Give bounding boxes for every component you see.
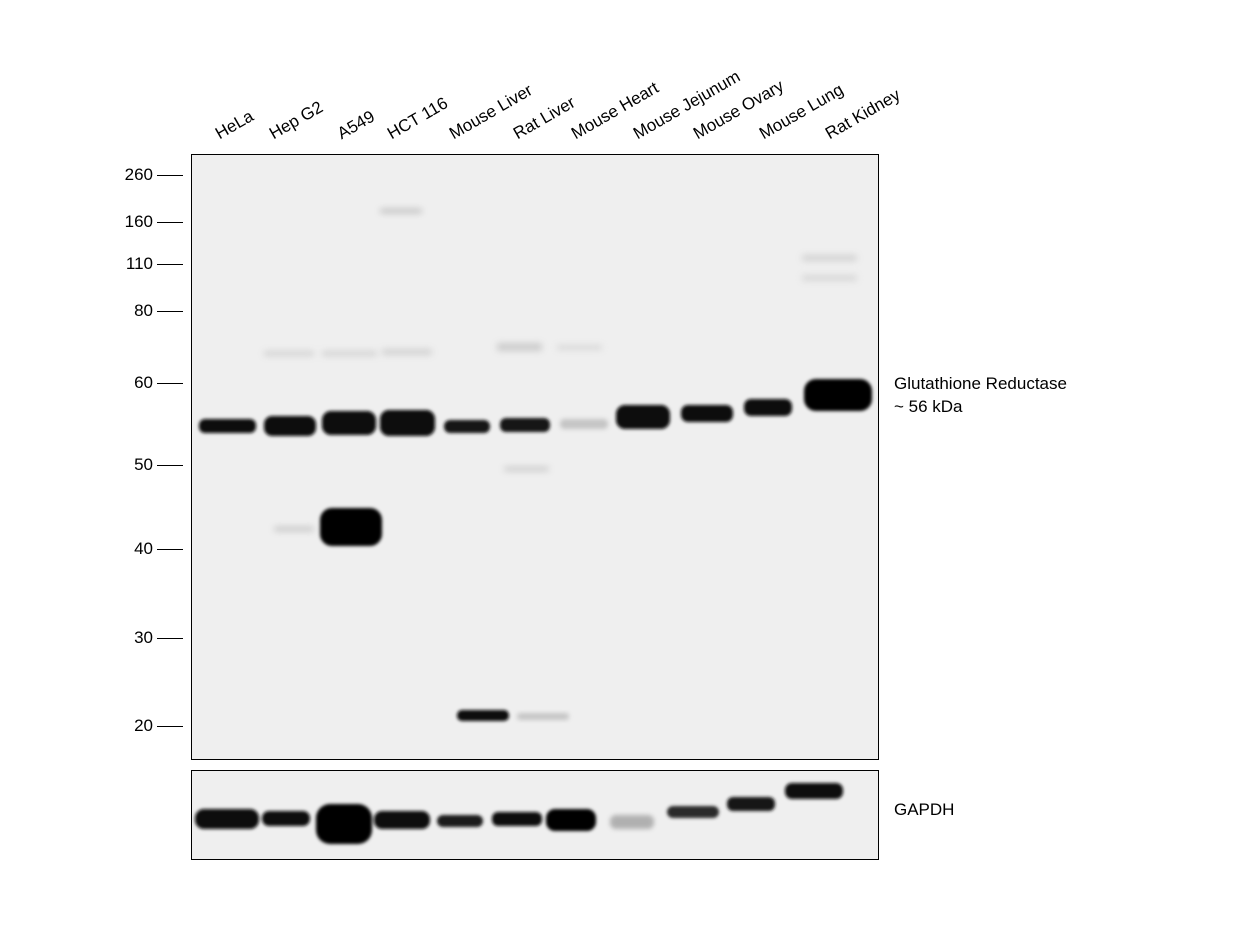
faint-band: [274, 527, 314, 531]
faint-band: [264, 351, 314, 356]
band-hepg2: [264, 416, 316, 436]
mw-tick-110: [157, 264, 183, 265]
band-mouse-heart: [560, 419, 608, 429]
mw-tick-50: [157, 465, 183, 466]
mw-label-30: 30: [134, 628, 153, 647]
target-name: Glutathione Reductase: [894, 374, 1067, 393]
lane-label-hct116: HCT 116: [384, 93, 452, 144]
band-mouse-liver-20kda: [457, 710, 509, 721]
faint-band: [504, 467, 549, 471]
faint-band: [380, 209, 422, 213]
mw-tick-160: [157, 222, 183, 223]
band-hct116: [380, 410, 435, 436]
mw-tick-260: [157, 175, 183, 176]
faint-band: [802, 275, 857, 281]
mw-label-40: 40: [134, 539, 153, 558]
gapdh-band-mouse-jejunum: [610, 815, 654, 829]
mw-tick-40: [157, 549, 183, 550]
mw-tick-60: [157, 383, 183, 384]
gapdh-band-a549: [316, 804, 372, 844]
lane-label-hela: HeLa: [212, 106, 257, 144]
mw-label-160: 160: [124, 212, 153, 231]
gapdh-band-hepg2: [262, 811, 310, 826]
mw-tick-30: [157, 638, 183, 639]
mw-label-260: 260: [124, 165, 153, 184]
gapdh-band-rat-kidney: [785, 783, 843, 799]
band-rat-liver-20kda: [517, 713, 569, 720]
band-hela: [199, 419, 256, 433]
gapdh-blot-bands: [195, 783, 843, 844]
main-blot-image: [191, 154, 879, 760]
band-rat-liver: [500, 418, 550, 432]
lane-label-hepg2: Hep G2: [266, 97, 327, 144]
band-a549: [322, 411, 376, 435]
band-rat-kidney: [804, 379, 872, 411]
mw-tick-80: [157, 311, 183, 312]
faint-band: [497, 343, 542, 351]
band-mouse-liver: [444, 420, 490, 433]
faint-band: [802, 255, 857, 261]
faint-band: [382, 349, 432, 355]
gapdh-band-mouse-lung: [727, 797, 775, 811]
loading-control-label: GAPDH: [894, 800, 955, 819]
gapdh-band-hela: [195, 809, 259, 829]
gapdh-band-rat-liver: [492, 812, 542, 826]
mw-label-110: 110: [125, 254, 153, 273]
band-a549-lower: [320, 508, 382, 546]
gapdh-blot-image: [191, 770, 879, 860]
gapdh-band-mouse-heart: [546, 809, 596, 831]
target-annotation: Glutathione Reductase ~ 56 kDa: [894, 372, 1067, 418]
band-mouse-jejunum: [616, 405, 670, 429]
mw-label-60: 60: [134, 373, 153, 392]
gapdh-band-mouse-ovary: [667, 806, 719, 818]
faint-band: [322, 351, 377, 356]
band-mouse-ovary: [681, 405, 733, 422]
gapdh-band-mouse-liver: [437, 815, 483, 827]
mw-label-20: 20: [134, 716, 153, 735]
lane-label-a549: A549: [334, 106, 378, 144]
main-blot-bands: [199, 209, 872, 721]
mw-label-50: 50: [134, 455, 153, 474]
mw-label-80: 80: [134, 301, 153, 320]
gapdh-band-hct116: [374, 811, 430, 829]
band-mouse-lung: [744, 399, 792, 416]
faint-band: [557, 345, 602, 350]
mw-tick-20: [157, 726, 183, 727]
target-size: ~ 56 kDa: [894, 397, 963, 416]
